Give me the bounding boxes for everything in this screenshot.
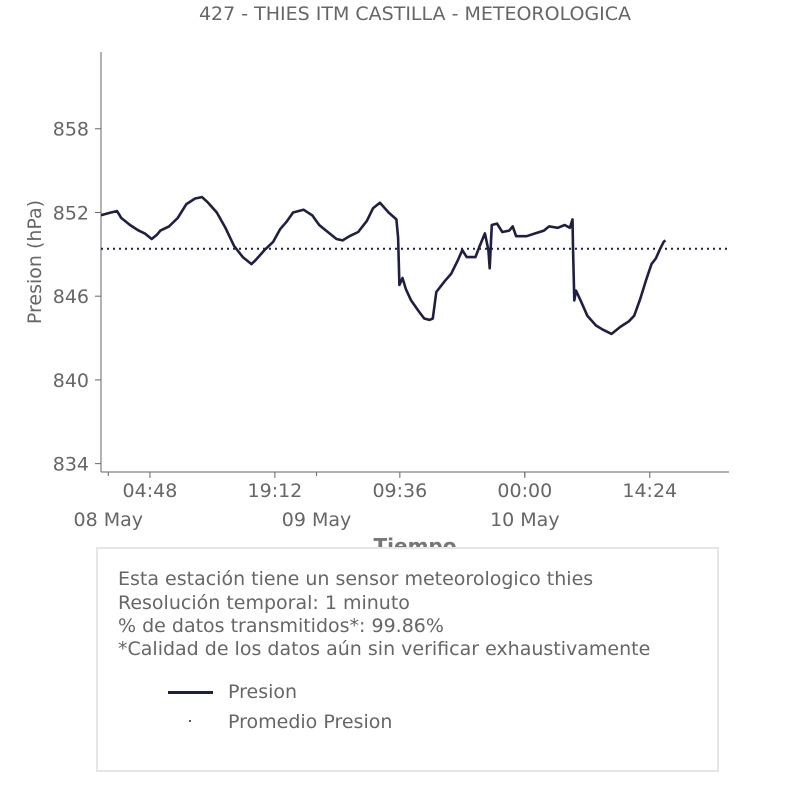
legend-dot-swatch: [189, 720, 191, 722]
y-tick-label: 840: [53, 370, 89, 392]
y-tick-label: 834: [53, 454, 89, 476]
info-box: Esta estación tiene un sensor meteorolog…: [96, 547, 719, 772]
legend-label-presion: Presion: [228, 681, 298, 703]
x-day-label: 10 May: [490, 509, 560, 531]
info-transmitted-text: % de datos transmitidos*: 99.86%: [118, 615, 444, 637]
chart-title: 427 - THIES ITM CASTILLA - METEOROLOGICA: [198, 3, 632, 25]
info-resolution-text: Resolución temporal: 1 minuto: [118, 592, 410, 614]
x-tick-label: 04:48: [123, 480, 178, 502]
legend-line-swatch: [168, 691, 213, 694]
x-tick-label: 14:24: [622, 480, 677, 502]
legend-label-promedio: Promedio Presion: [228, 711, 393, 733]
x-day-label: 08 May: [74, 509, 144, 531]
x-day-label: 09 May: [282, 509, 352, 531]
y-tick-label: 858: [53, 119, 89, 141]
y-tick-label: 852: [53, 202, 89, 224]
series-presion: [100, 195, 667, 336]
x-tick-label: 09:36: [372, 480, 427, 502]
info-quality-text: *Calidad de los datos aún sin verificar …: [118, 638, 651, 660]
info-sensor-text: Esta estación tiene un sensor meteorolog…: [118, 568, 594, 590]
y-tick-label: 846: [53, 286, 89, 308]
x-tick-label: 00:00: [497, 480, 552, 502]
pressure-chart: 834 840 846 852 858 04:48 19:12 09:36 00:00 14:24…: [24, 52, 729, 558]
y-axis-label: Presion (hPa): [24, 200, 46, 324]
x-tick-label: 19:12: [248, 480, 303, 502]
